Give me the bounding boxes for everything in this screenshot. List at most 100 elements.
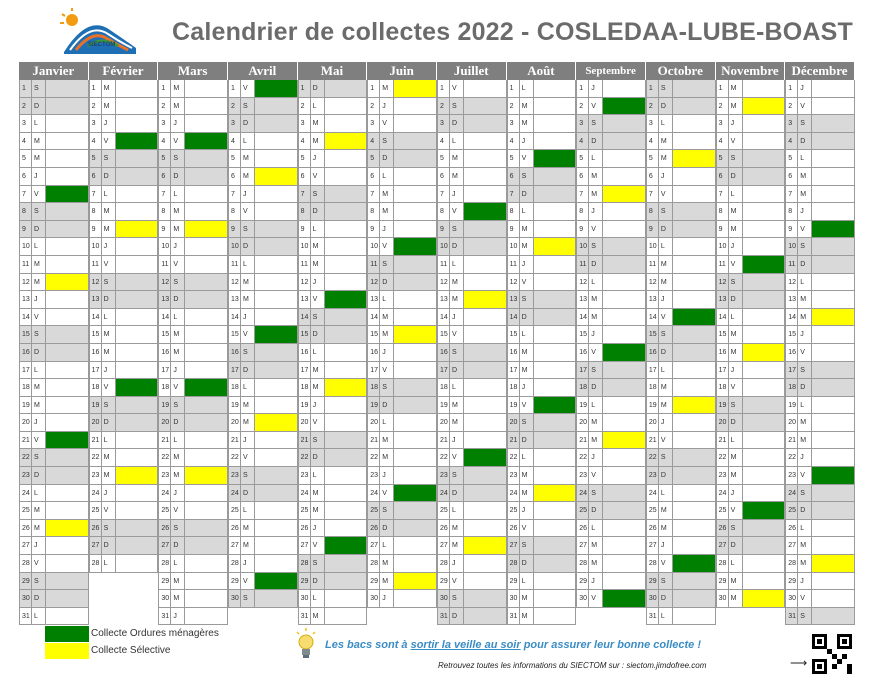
- day-row: 22 J: [785, 449, 855, 468]
- day-number: 7: [88, 185, 102, 203]
- collection-slot: [116, 80, 159, 97]
- collection-slot: [185, 555, 228, 572]
- weekday-letter: S: [589, 484, 604, 502]
- weekday-letter: S: [520, 414, 534, 431]
- collection-slot: [255, 132, 298, 150]
- day-number: 18: [19, 379, 32, 396]
- weekday-letter: M: [380, 572, 395, 590]
- day-number: 21: [297, 431, 311, 449]
- collection-slot: [325, 273, 368, 291]
- day-number: 28: [576, 555, 590, 572]
- collection-slot: [603, 414, 646, 431]
- day-row: 21 V: [19, 431, 89, 450]
- day-row: 11 M: [297, 255, 368, 274]
- day-number: 10: [576, 238, 590, 255]
- day-number: 29: [506, 572, 520, 590]
- day-number: 30: [158, 590, 172, 607]
- day-number: 29: [785, 572, 799, 590]
- selective-collection-mark: [533, 484, 577, 502]
- collection-slot: [255, 449, 298, 467]
- day-number: 16: [576, 343, 590, 361]
- collection-slot: [185, 185, 228, 203]
- weekday-letter: D: [32, 220, 46, 238]
- selective-collection-mark: [254, 167, 298, 185]
- day-row: 18 S: [367, 379, 437, 397]
- day-number: 30: [227, 590, 241, 607]
- day-row: 16 V: [576, 343, 646, 362]
- day-number: 22: [715, 449, 729, 467]
- weekday-letter: M: [589, 291, 604, 308]
- weekday-letter: J: [729, 484, 743, 502]
- collection-slot: [46, 361, 89, 379]
- weekday-letter: S: [798, 484, 813, 502]
- day-number: 24: [297, 484, 311, 502]
- weekday-letter: S: [450, 467, 464, 484]
- weekday-letter: V: [520, 273, 534, 291]
- weekday-letter: M: [380, 308, 395, 326]
- collection-slot: [185, 291, 228, 308]
- weekday-letter: M: [311, 361, 325, 379]
- day-row: 28 L: [88, 555, 159, 573]
- day-number: 30: [785, 590, 799, 607]
- day-row: 24 S: [785, 484, 855, 503]
- day-number: 19: [19, 396, 32, 414]
- day-number: 16: [297, 343, 311, 361]
- collection-slot: [603, 255, 646, 273]
- day-number: 5: [158, 150, 172, 167]
- day-number: 9: [576, 220, 590, 238]
- collection-slot: [534, 502, 577, 519]
- day-number: 3: [506, 115, 520, 132]
- weekday-letter: V: [798, 590, 813, 607]
- day-row: 30 J: [367, 590, 437, 608]
- weekday-letter: D: [729, 167, 743, 185]
- weekday-letter: M: [311, 502, 325, 519]
- day-row: 26 J: [297, 519, 368, 538]
- day-row: 18 L: [436, 379, 507, 397]
- weekday-letter: M: [171, 220, 186, 238]
- day-number: 28: [158, 555, 172, 572]
- weekday-letter: J: [171, 361, 186, 379]
- weekday-letter: L: [798, 150, 813, 167]
- collection-slot: [673, 167, 716, 185]
- day-number: 16: [158, 343, 172, 361]
- weekday-letter: J: [380, 97, 395, 115]
- day-row: 11 J: [506, 255, 577, 274]
- day-row: 28 J: [227, 555, 298, 573]
- day-number: 12: [227, 273, 241, 291]
- day-number: 12: [785, 273, 799, 291]
- collection-slot: [812, 273, 855, 291]
- empty-cell: [367, 608, 437, 626]
- weekday-letter: D: [798, 502, 813, 519]
- ordures-collection-mark: [324, 537, 368, 555]
- day-row: 13 J: [19, 291, 89, 309]
- collection-slot: [185, 361, 228, 379]
- day-number: 17: [88, 361, 102, 379]
- notice: Les bacs sont à sortir la veille au soir…: [295, 628, 701, 662]
- collection-slot: [185, 484, 228, 502]
- day-row: 26 M: [645, 519, 716, 538]
- day-row: 17 S: [576, 361, 646, 380]
- day-row: 26 V: [506, 519, 577, 538]
- collection-slot: [255, 555, 298, 572]
- day-number: 15: [88, 326, 102, 343]
- weekday-letter: L: [380, 537, 395, 555]
- collection-slot: [464, 519, 507, 537]
- weekday-letter: M: [520, 484, 534, 502]
- weekday-letter: S: [171, 519, 186, 537]
- collection-slot: [603, 467, 646, 484]
- weekday-letter: M: [241, 396, 255, 414]
- day-number: 17: [506, 361, 520, 379]
- day-row: 28 L: [715, 555, 786, 573]
- collection-slot: [185, 431, 228, 449]
- legend: Collecte Ordures ménagères Collecte Séle…: [45, 625, 219, 659]
- day-row: 12 S: [88, 273, 159, 292]
- selective-collection-mark: [463, 537, 507, 555]
- collection-slot: [116, 396, 159, 414]
- weekday-letter: V: [659, 308, 673, 326]
- day-number: 11: [367, 255, 381, 273]
